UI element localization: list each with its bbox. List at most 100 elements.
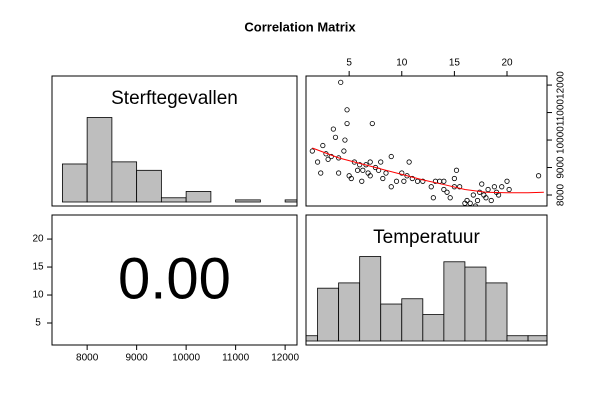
point xyxy=(380,175,386,182)
hist-bar xyxy=(422,314,445,342)
hist-bar xyxy=(485,282,508,342)
hist-bar xyxy=(136,169,162,203)
point xyxy=(483,195,489,201)
point xyxy=(336,155,342,161)
point xyxy=(360,167,366,173)
point xyxy=(430,195,436,201)
point xyxy=(444,189,450,195)
tick-label: 10000 xyxy=(556,126,567,154)
variable-label: Sterftegevallen xyxy=(111,88,238,109)
point xyxy=(378,159,384,165)
point xyxy=(477,189,483,195)
point xyxy=(341,148,347,154)
point xyxy=(409,175,415,182)
point xyxy=(320,142,326,149)
tick-label: 11000 xyxy=(556,99,567,127)
chart-title: Correlation Matrix xyxy=(244,19,356,34)
hist-bar xyxy=(86,117,113,203)
hist-bar xyxy=(464,266,487,342)
hist-bar xyxy=(306,335,318,342)
hist-bar xyxy=(443,261,466,342)
tick-label: 12000 xyxy=(271,353,299,364)
point xyxy=(470,192,476,198)
panels: Sterftegevallen Temperatuur 0.00 5 10 15 20 800… xyxy=(32,58,566,364)
tick-label: 9000 xyxy=(556,156,567,179)
point xyxy=(404,173,410,179)
point xyxy=(535,173,542,179)
point xyxy=(401,178,407,184)
tick-label: 5 xyxy=(35,318,41,329)
point xyxy=(325,156,331,162)
hist-bar xyxy=(359,256,382,342)
scatter xyxy=(309,79,544,206)
panel-frame xyxy=(305,75,548,207)
hist-bar xyxy=(401,298,424,342)
tick-label: 10 xyxy=(396,58,408,69)
smooth-line xyxy=(312,147,544,194)
point xyxy=(344,107,350,113)
point xyxy=(369,120,375,127)
point xyxy=(414,178,421,184)
point xyxy=(359,178,365,184)
panel-frame xyxy=(51,214,298,346)
point xyxy=(485,186,491,193)
hist-bar xyxy=(235,199,261,203)
point xyxy=(342,137,348,143)
point xyxy=(441,178,447,184)
point xyxy=(336,170,342,176)
point xyxy=(328,153,334,160)
point xyxy=(367,159,373,165)
panel-frame xyxy=(51,75,298,207)
point xyxy=(447,195,453,201)
point xyxy=(332,134,339,140)
point xyxy=(406,159,412,165)
point xyxy=(399,170,405,176)
point xyxy=(457,184,463,190)
point xyxy=(499,184,505,190)
hist-bar xyxy=(506,335,529,342)
hist-bar xyxy=(185,191,212,203)
point xyxy=(372,164,379,171)
point xyxy=(388,153,394,160)
hist-bar xyxy=(527,335,547,342)
point xyxy=(393,178,400,184)
tick-label: 15 xyxy=(32,262,44,273)
tick-label: 10000 xyxy=(172,353,200,364)
tick-label: 8000 xyxy=(556,183,567,206)
histogram xyxy=(306,256,547,342)
point xyxy=(488,197,494,204)
tick-label: 10 xyxy=(32,290,44,301)
point xyxy=(351,159,358,165)
point xyxy=(472,203,479,206)
point xyxy=(479,181,485,187)
point xyxy=(491,184,497,190)
point xyxy=(388,184,394,190)
point xyxy=(467,200,473,206)
tick-label: 20 xyxy=(501,58,513,69)
hist-bar xyxy=(284,199,297,203)
tick-label: 11000 xyxy=(222,353,250,364)
point xyxy=(464,197,470,204)
histogram xyxy=(61,117,297,203)
point xyxy=(330,126,336,132)
tick-label: 8000 xyxy=(76,353,99,364)
tick-label: 20 xyxy=(32,234,44,245)
point xyxy=(451,175,457,182)
variable-label: Temperatuur xyxy=(373,227,480,248)
point xyxy=(474,197,481,204)
tick-label: 5 xyxy=(346,58,352,69)
point xyxy=(344,120,350,127)
point xyxy=(504,178,510,184)
point xyxy=(367,173,373,179)
point xyxy=(338,79,344,85)
hist-bar xyxy=(338,282,361,342)
hist-bar xyxy=(317,287,340,342)
point xyxy=(428,184,434,190)
point xyxy=(348,175,354,182)
point xyxy=(314,159,321,165)
point xyxy=(309,148,315,154)
tick-label: 12000 xyxy=(556,71,567,99)
point xyxy=(318,170,324,176)
hist-bar xyxy=(111,161,138,203)
